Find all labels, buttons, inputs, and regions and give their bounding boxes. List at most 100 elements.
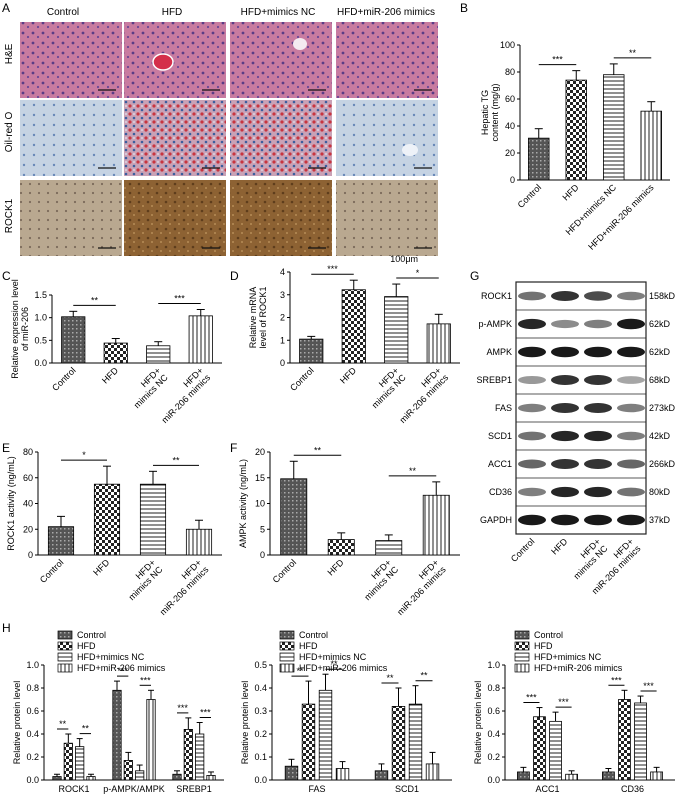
histology-col-hfd: HFD — [162, 7, 183, 18]
panel-letter-b: B — [460, 1, 468, 15]
histo-image-oil-3 — [336, 100, 438, 176]
significance-label: *** — [174, 294, 185, 304]
significance-label: *** — [117, 666, 128, 676]
y-axis-label: Relative mRNAlevel of ROCK1 — [248, 286, 268, 348]
significance-label: ** — [59, 719, 67, 729]
legend-swatch — [514, 641, 530, 651]
y-axis-label: Relative protein level — [240, 681, 250, 765]
chart-c: 0.0 0.5 1.0 1.5 Relative expression levelof … — [10, 279, 222, 425]
x-tick-label: HFD — [326, 557, 347, 578]
y-tick-label: 1 — [280, 335, 285, 345]
blot-band — [518, 514, 546, 526]
bar — [565, 773, 578, 781]
y-axis-label: Hepatic TGcontent (mg/g) — [480, 83, 500, 141]
blot-band — [617, 403, 645, 413]
significance-label: ** — [296, 666, 304, 676]
scale-bar-label: 100μm — [390, 254, 418, 264]
significance-label: *** — [558, 697, 569, 707]
bar — [426, 323, 451, 364]
histo-image-he-1 — [124, 22, 226, 98]
y-tick-label: 40 — [23, 499, 33, 509]
blot-band — [518, 376, 546, 384]
significance-label: * — [416, 268, 420, 278]
panel-letter-h: H — [2, 621, 11, 635]
blot-label-scd1: SCD1 — [488, 431, 512, 441]
x-tick-label: SREBP1 — [176, 784, 212, 794]
blot-band — [551, 319, 579, 329]
significance-label: *** — [611, 675, 622, 685]
significance-label: ** — [91, 295, 99, 305]
significance-label: ** — [386, 673, 394, 683]
y-tick-label: 0.2 — [26, 752, 39, 762]
vessel — [402, 144, 418, 156]
legend-label: HFD+miR-206 mimics — [534, 663, 623, 673]
x-tick-label: Control — [516, 182, 544, 210]
x-tick-label: ACC1 — [535, 784, 559, 794]
legend-label: Control — [534, 630, 563, 640]
chart-d: 0 1 2 3 4 Relative mRNAlevel of ROCK1 Control H… — [248, 264, 460, 425]
y-tick-label: 1.5 — [34, 290, 47, 300]
blot-label-srebp1: SREBP1 — [476, 375, 512, 385]
bar — [146, 699, 156, 781]
histo-image-he-3 — [336, 22, 438, 98]
blot-band — [584, 319, 612, 329]
bar — [63, 742, 73, 781]
y-tick-label: 1.0 — [34, 313, 47, 323]
x-tick-label: Control — [38, 557, 66, 585]
bar — [618, 699, 631, 781]
panel-a: A Control HFD HFD+mimics NC HFD+miR-206 … — [2, 1, 438, 264]
y-axis-label: ROCK1 activity (ng/mL) — [6, 456, 16, 551]
blot-band — [551, 291, 579, 301]
blot-label-p-ampk: p-AMPK — [478, 319, 512, 329]
y-tick-label: 4 — [280, 267, 285, 277]
blot-band — [617, 346, 645, 358]
x-tick-label: Control — [288, 365, 316, 393]
bar — [185, 528, 213, 556]
y-axis-label: Relative protein level — [12, 681, 22, 765]
blot-band — [551, 375, 579, 385]
x-tick-label: p-AMPK/AMPK — [103, 784, 165, 794]
blot-label-fas: FAS — [495, 403, 512, 413]
bar — [602, 771, 615, 781]
legend-swatch — [57, 652, 73, 662]
x-tick-label: HFD+mimics NC — [363, 365, 408, 410]
y-tick-label: 0 — [28, 550, 33, 560]
y-tick-label: 0.4 — [487, 729, 500, 739]
blot-label-cd36: CD36 — [489, 487, 512, 497]
y-tick-label: 0.8 — [487, 683, 500, 693]
chart-b: 0 20 40 60 80 100 Hepatic TGcontent (mg/g) Cont… — [480, 40, 670, 252]
blot-band — [518, 346, 546, 358]
bar — [384, 296, 409, 364]
y-tick-label: 0.5 — [34, 335, 47, 345]
blot-size: 273kD — [649, 403, 676, 413]
blot-band — [584, 403, 612, 413]
y-tick-label: 1.0 — [487, 660, 500, 670]
western-blot: ROCK1 158kD p-AMPK 62kD AMPK 62kD SREBP1 68kD FA… — [476, 281, 676, 596]
histology-col-control: Control — [47, 7, 79, 18]
bar — [549, 720, 562, 781]
y-tick-label: 20 — [23, 524, 33, 534]
x-tick-label: HFD+miR-206 mimics — [586, 182, 656, 252]
bar — [375, 540, 403, 556]
blot-band — [584, 486, 612, 498]
y-tick-label: 0.1 — [254, 752, 267, 762]
significance-label: * — [82, 450, 86, 460]
y-tick-label: 5 — [260, 524, 265, 534]
y-tick-label: 0.5 — [254, 660, 267, 670]
y-tick-label: 2 — [280, 313, 285, 323]
blot-band — [551, 346, 579, 358]
blot-size: 42kD — [649, 431, 671, 441]
bar — [112, 689, 122, 781]
blot-size: 62kD — [649, 347, 671, 357]
y-tick-label: 80 — [505, 67, 515, 77]
bar — [374, 770, 389, 781]
x-tick-label: HFD — [100, 365, 121, 386]
y-tick-label: 0.4 — [26, 729, 39, 739]
blot-lane-label: Control — [509, 536, 537, 564]
bar — [284, 765, 299, 781]
legend-label: Control — [299, 630, 328, 640]
bar — [408, 703, 423, 781]
blot-band — [551, 403, 579, 413]
legend-label: HFD+miR-206 mimics — [77, 663, 166, 673]
legend-label: HFD+miR-206 mimics — [299, 663, 388, 673]
